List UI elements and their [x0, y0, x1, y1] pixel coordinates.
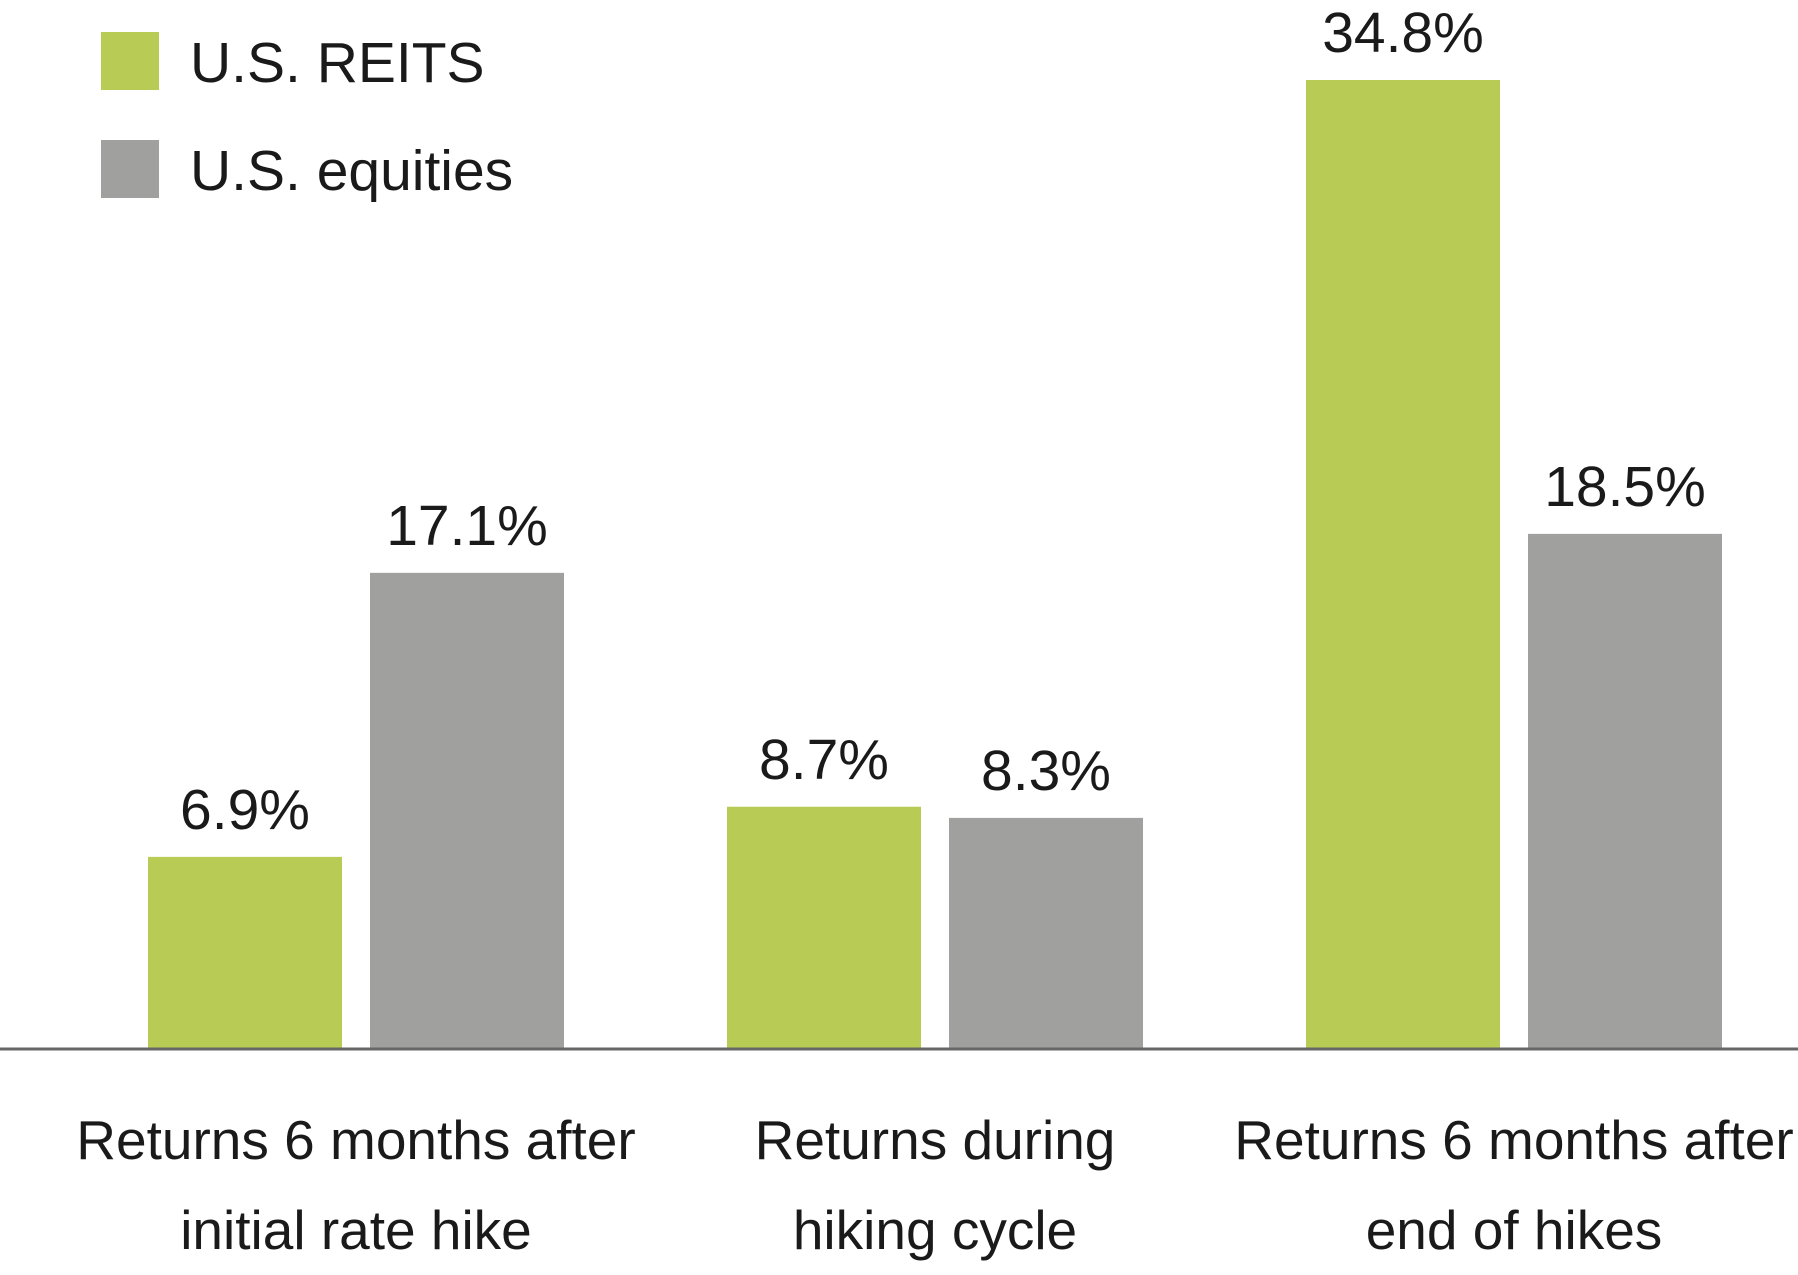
- value-label: 8.7%: [759, 728, 889, 792]
- value-label: 18.5%: [1544, 455, 1706, 519]
- bar: [148, 856, 342, 1049]
- value-label: 34.8%: [1322, 1, 1484, 65]
- x-tick-label: Returns during hiking cycle: [754, 1109, 1116, 1261]
- bar: [370, 572, 564, 1049]
- bar: [1528, 533, 1722, 1049]
- bar: [727, 806, 921, 1049]
- x-tick-label: Returns 6 months after end of hikes: [1234, 1109, 1794, 1261]
- value-label: 17.1%: [386, 494, 548, 558]
- x-tick-label: Returns 6 months after initial rate hike: [76, 1109, 636, 1261]
- bar: [949, 817, 1143, 1049]
- legend-swatch: [101, 32, 159, 90]
- bar: [1306, 80, 1500, 1049]
- value-label: 8.3%: [981, 739, 1111, 803]
- value-label: 6.9%: [180, 778, 310, 842]
- legend-label: U.S. REITS: [190, 31, 485, 95]
- legend-swatch: [101, 140, 159, 198]
- legend-label: U.S. equities: [190, 139, 513, 203]
